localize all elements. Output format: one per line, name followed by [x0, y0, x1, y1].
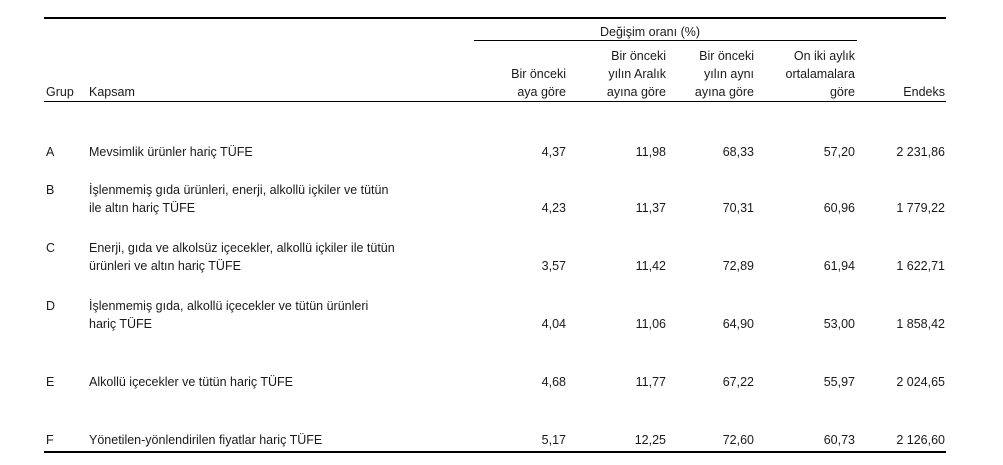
row-december: 12,25 — [634, 433, 666, 447]
row-twelve: 61,94 — [823, 259, 855, 273]
row-monthly: 3,57 — [541, 259, 566, 273]
row-twelve: 57,20 — [823, 145, 855, 159]
header-same-month-3: ayına göre — [694, 85, 754, 99]
row-kapsam-line: İşlenmemiş gıda, alkollü içecekler ve tü… — [89, 299, 369, 313]
row-twelve: 60,73 — [823, 433, 855, 447]
row-endeks: 2 231,86 — [896, 145, 945, 159]
row-december: 11,42 — [635, 259, 666, 273]
row-monthly: 4,68 — [541, 375, 566, 389]
row-endeks: 2 126,60 — [896, 433, 945, 447]
row-grup: A — [46, 145, 55, 159]
row-kapsam-line: ile altın hariç TÜFE — [89, 201, 196, 215]
row-twelve: 60,96 — [823, 201, 855, 215]
row-kapsam-line: Enerji, gıda ve alkolsüz içecekler, alko… — [89, 241, 395, 255]
row-december: 11,37 — [635, 201, 666, 215]
row-endeks: 1 622,71 — [896, 259, 945, 273]
header-twelve-2: ortalamalara — [785, 67, 855, 81]
row-december: 11,98 — [635, 145, 666, 159]
row-grup: F — [46, 433, 54, 447]
bottom-rule — [44, 451, 946, 453]
row-monthly: 4,37 — [541, 145, 566, 159]
header-twelve-1: On iki aylık — [793, 49, 855, 63]
row-kapsam-line: Yönetilen-yönlendirilen fiyatlar hariç T… — [89, 433, 323, 447]
header-monthly-2: aya göre — [517, 85, 566, 99]
row-same-month: 68,33 — [722, 145, 754, 159]
row-twelve: 53,00 — [823, 317, 855, 331]
row-same-month: 67,22 — [722, 375, 754, 389]
row-monthly: 4,04 — [541, 317, 566, 331]
header-monthly-1: Bir önceki — [511, 67, 566, 81]
row-kapsam-line: ürünleri ve altın hariç TÜFE — [89, 259, 241, 273]
row-twelve: 55,97 — [823, 375, 855, 389]
header-endeks: Endeks — [903, 85, 945, 99]
row-same-month: 72,89 — [722, 259, 754, 273]
header-december-1: Bir önceki — [611, 49, 666, 63]
row-grup: B — [46, 183, 55, 197]
header-bottom-rule — [44, 101, 946, 102]
row-endeks: 2 024,65 — [896, 375, 945, 389]
row-endeks: 1 858,42 — [896, 317, 945, 331]
group-header-rule — [474, 40, 857, 41]
row-monthly: 4,23 — [541, 201, 566, 215]
header-same-month-1: Bir önceki — [699, 49, 754, 63]
row-same-month: 64,90 — [722, 317, 754, 331]
header-kapsam: Kapsam — [89, 85, 135, 99]
row-grup: D — [46, 299, 56, 313]
row-same-month: 70,31 — [722, 201, 754, 215]
row-monthly: 5,17 — [541, 433, 566, 447]
row-kapsam-line: İşlenmemiş gıda ürünleri, enerji, alkoll… — [89, 183, 389, 197]
row-kapsam-line: hariç TÜFE — [89, 317, 152, 331]
header-twelve-3: göre — [829, 85, 855, 99]
header-grup: Grup — [46, 85, 74, 99]
row-december: 11,06 — [635, 317, 666, 331]
row-kapsam-line: Alkollü içecekler ve tütün hariç TÜFE — [89, 375, 294, 389]
row-december: 11,77 — [635, 375, 666, 389]
row-endeks: 1 779,22 — [896, 201, 945, 215]
header-december-3: ayına göre — [606, 85, 666, 99]
header-december-2: yılın Aralık — [608, 67, 666, 81]
row-grup: E — [46, 375, 55, 389]
row-kapsam-line: Mevsimlik ürünler hariç TÜFE — [89, 145, 253, 159]
row-same-month: 72,60 — [722, 433, 754, 447]
group-header: Değişim oranı (%) — [600, 25, 701, 39]
top-rule — [44, 17, 946, 19]
row-grup: C — [46, 241, 56, 255]
header-same-month-2: yılın aynı — [703, 67, 754, 81]
